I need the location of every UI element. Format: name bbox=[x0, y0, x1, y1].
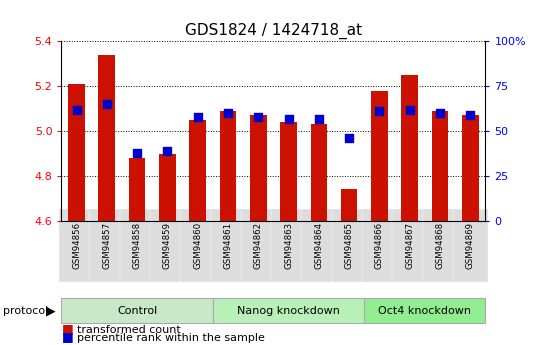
Text: protocol: protocol bbox=[3, 306, 48, 315]
Bar bbox=[280, 122, 297, 221]
Bar bbox=[68, 84, 85, 221]
Point bbox=[466, 112, 475, 118]
Text: Nanog knockdown: Nanog knockdown bbox=[237, 306, 340, 315]
Bar bbox=[432, 111, 449, 221]
Text: transformed count: transformed count bbox=[77, 325, 181, 335]
Title: GDS1824 / 1424718_at: GDS1824 / 1424718_at bbox=[185, 22, 362, 39]
Bar bbox=[159, 154, 176, 221]
Bar bbox=[364, 298, 485, 323]
Point bbox=[314, 116, 323, 121]
Bar bbox=[341, 189, 358, 221]
Bar bbox=[61, 298, 213, 323]
Bar bbox=[371, 91, 388, 221]
Text: Oct4 knockdown: Oct4 knockdown bbox=[378, 306, 472, 315]
Text: percentile rank within the sample: percentile rank within the sample bbox=[77, 333, 265, 343]
Point bbox=[375, 109, 384, 114]
Point bbox=[163, 148, 172, 154]
Bar bbox=[220, 111, 237, 221]
Text: Control: Control bbox=[117, 306, 157, 315]
Text: ■: ■ bbox=[61, 330, 73, 343]
Bar bbox=[129, 158, 146, 221]
Point bbox=[345, 136, 354, 141]
Bar bbox=[310, 125, 327, 221]
Point bbox=[72, 107, 81, 112]
Bar bbox=[401, 75, 418, 221]
Point bbox=[284, 116, 293, 121]
Point bbox=[224, 110, 233, 116]
Point bbox=[436, 110, 445, 116]
Point bbox=[193, 114, 202, 119]
Bar bbox=[98, 55, 115, 221]
Point bbox=[102, 101, 111, 107]
Text: ■: ■ bbox=[61, 322, 73, 335]
Point bbox=[254, 114, 263, 119]
Text: ▶: ▶ bbox=[46, 304, 55, 317]
Point bbox=[405, 107, 414, 112]
Point bbox=[133, 150, 142, 155]
Bar bbox=[250, 116, 267, 221]
Bar bbox=[462, 116, 479, 221]
Bar bbox=[189, 120, 206, 221]
Bar bbox=[213, 298, 364, 323]
